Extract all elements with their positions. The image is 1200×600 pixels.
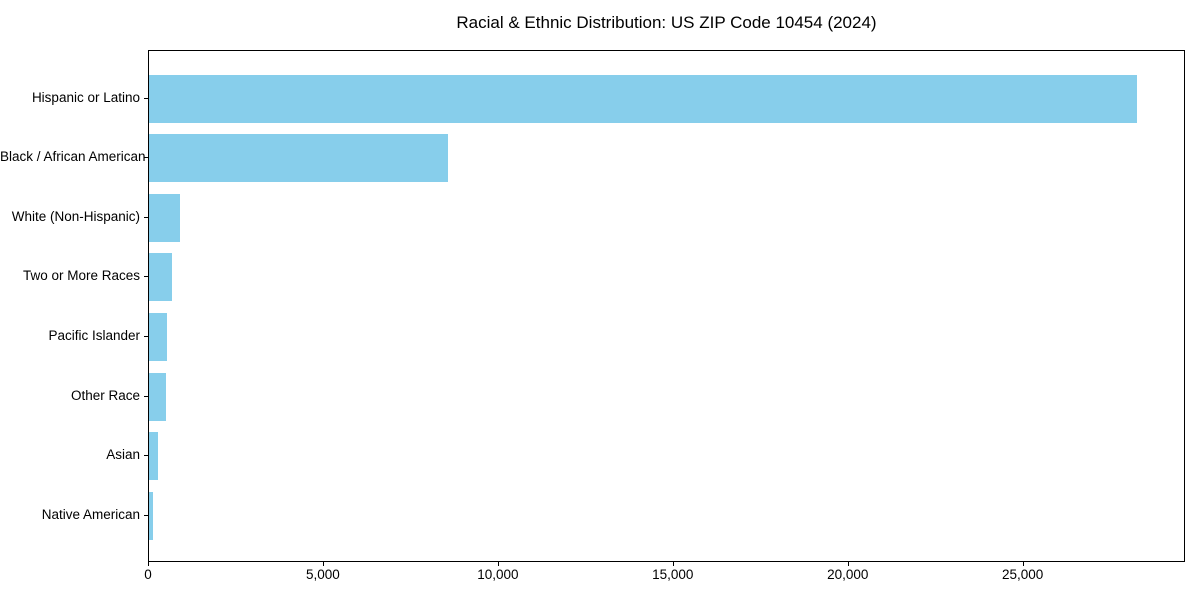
y-tick-label-asian: Asian bbox=[106, 447, 140, 463]
x-tick-mark bbox=[1022, 562, 1024, 566]
bar-black-african-american bbox=[149, 134, 448, 183]
bar-asian bbox=[149, 432, 158, 481]
y-tick-label-hispanic-or-latino: Hispanic or Latino bbox=[31, 89, 140, 105]
y-tick-label-other-race: Other Race bbox=[70, 387, 140, 403]
y-tick-mark bbox=[144, 514, 148, 516]
y-tick-mark bbox=[144, 276, 148, 278]
x-tick-mark bbox=[148, 562, 149, 566]
bar-hispanic-or-latino bbox=[149, 74, 1138, 123]
y-tick-mark bbox=[144, 395, 148, 397]
x-tick-mark bbox=[847, 562, 849, 566]
y-tick-label-pacific-islander: Pacific Islander bbox=[48, 327, 140, 343]
y-tick-mark bbox=[144, 157, 148, 159]
bar-other-race bbox=[149, 372, 167, 421]
y-tick-mark bbox=[144, 216, 148, 218]
x-tick-mark bbox=[672, 562, 674, 566]
x-tick-label-25000: 25,000 bbox=[1002, 567, 1044, 582]
x-tick-label-0: 0 bbox=[144, 567, 152, 582]
bar-white-non-hispanic bbox=[149, 193, 181, 242]
y-tick-label-native-american: Native American bbox=[41, 506, 140, 522]
y-tick-label-two-or-more-races: Two or More Races bbox=[22, 268, 140, 284]
x-tick-label-10000: 10,000 bbox=[477, 567, 519, 582]
bar-pacific-islander bbox=[149, 312, 168, 361]
x-tick-mark bbox=[497, 562, 499, 566]
y-tick-mark bbox=[144, 455, 148, 457]
y-tick-mark bbox=[144, 335, 148, 337]
x-tick-label-20000: 20,000 bbox=[827, 567, 869, 582]
x-tick-label-5000: 5,000 bbox=[306, 567, 340, 582]
y-tick-label-white-non-hispanic: White (Non-Hispanic) bbox=[11, 208, 140, 224]
y-tick-mark bbox=[144, 97, 148, 99]
bar-two-or-more-races bbox=[149, 253, 172, 302]
x-tick-mark bbox=[322, 562, 324, 566]
plot-area bbox=[148, 50, 1185, 562]
chart-title: Racial & Ethnic Distribution: US ZIP Cod… bbox=[456, 13, 877, 32]
x-tick-label-15000: 15,000 bbox=[652, 567, 694, 582]
bar-native-american bbox=[149, 491, 154, 540]
y-tick-label-black-african-american: Black / African American bbox=[0, 149, 146, 165]
